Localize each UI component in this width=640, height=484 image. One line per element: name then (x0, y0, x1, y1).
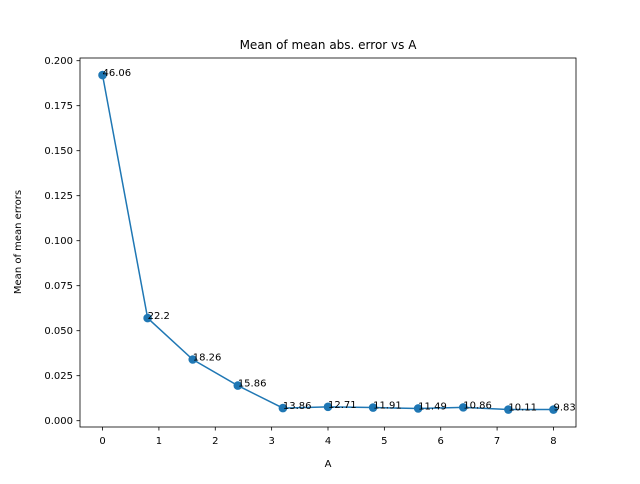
data-point-label: 11.49 (418, 401, 447, 412)
data-point (413, 404, 423, 413)
data-point (278, 403, 288, 413)
y-tick-label: 0.150 (44, 146, 73, 157)
data-point-label: 18.26 (193, 353, 222, 364)
y-tick-label: 0.025 (44, 371, 73, 382)
data-point (368, 403, 378, 412)
data-point (188, 355, 198, 364)
data-point (233, 381, 243, 390)
data-point (143, 313, 152, 323)
x-tick-label: 6 (438, 436, 444, 447)
y-tick-label: 0.075 (44, 281, 73, 292)
x-tick-label: 2 (212, 436, 218, 447)
y-tick-label: 0.050 (44, 326, 73, 337)
data-point-label: 10.11 (508, 403, 537, 414)
x-tick-label: 7 (494, 436, 500, 447)
x-axis-label: A (325, 459, 332, 470)
y-tick-label: 0.000 (44, 416, 73, 427)
data-point (323, 402, 333, 412)
x-tick-label: 0 (99, 436, 105, 447)
data-point-label: 11.91 (373, 401, 402, 412)
x-tick-label: 4 (325, 436, 331, 447)
x-tick-label: 3 (268, 436, 274, 447)
y-tick-label: 0.200 (44, 56, 73, 67)
y-axis-label: Mean of mean errors (13, 190, 24, 294)
chart-title: Mean of mean abs. error vs A (240, 38, 418, 52)
y-tick-label: 0.125 (44, 191, 73, 202)
data-point-label: 9.83 (553, 403, 575, 414)
x-tick-label: 8 (550, 436, 556, 447)
data-point (458, 403, 468, 412)
data-point-label: 10.86 (463, 400, 492, 411)
data-point (98, 70, 107, 80)
x-tick-label: 1 (156, 436, 162, 447)
data-point-label: 46.06 (103, 68, 132, 79)
x-tick-label: 5 (381, 436, 387, 447)
data-point-label: 13.86 (283, 401, 312, 412)
data-point-label: 12.71 (328, 400, 357, 411)
data-point-label: 15.86 (238, 379, 267, 390)
data-point-label: 22.2 (148, 311, 170, 322)
y-tick-label: 0.100 (44, 236, 73, 247)
data-point (504, 405, 513, 414)
y-tick-label: 0.175 (44, 101, 73, 112)
data-point (549, 405, 558, 414)
plot-area: 0 1 2 3 4 5 6 7 8 0.000 0.025 0.050 0.075 0.100 0.125 0… (44, 56, 577, 447)
